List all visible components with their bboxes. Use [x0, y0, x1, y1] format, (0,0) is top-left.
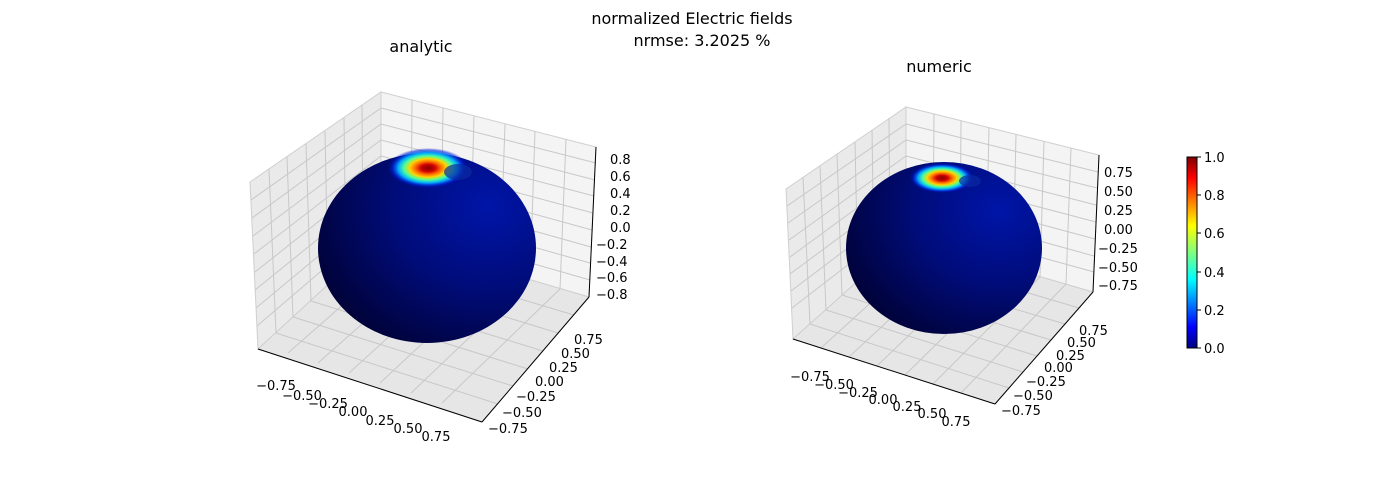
analytic-plot: analytic [249, 37, 631, 445]
colorbar-tick-label: 0.6 [1204, 227, 1225, 242]
numeric-x-ticks: −0.75 −0.50 −0.25 0.00 0.25 0.50 0.75 [790, 370, 970, 430]
analytic-z-tick: 0.6 [610, 170, 631, 185]
analytic-y-tick: 0.50 [561, 347, 590, 362]
analytic-y-tick: 0.00 [535, 375, 564, 390]
analytic-y-tick: −0.50 [502, 406, 542, 421]
analytic-z-tick: −0.4 [596, 255, 628, 270]
analytic-x-tick: −0.50 [282, 389, 322, 404]
analytic-hotspot [388, 148, 468, 188]
analytic-x-tick: 0.00 [339, 405, 368, 420]
analytic-x-tick: 0.50 [394, 422, 423, 437]
numeric-x-tick: −0.75 [790, 370, 830, 385]
analytic-z-tick: −0.8 [596, 288, 628, 303]
analytic-x-ticks: −0.75 −0.50 −0.25 0.00 0.25 0.50 0.75 [256, 379, 450, 445]
numeric-x-tick: 0.50 [918, 407, 947, 422]
colorbar: 0.0 0.2 0.4 0.6 0.8 1.0 [1186, 151, 1225, 357]
analytic-z-tick: 0.0 [610, 221, 631, 236]
colorbar-ticks [1197, 156, 1201, 349]
analytic-x-tick: −0.25 [308, 397, 348, 412]
analytic-axes [257, 146, 597, 423]
numeric-z-tick: 0.50 [1104, 185, 1133, 200]
numeric-x-tick: −0.25 [838, 386, 878, 401]
analytic-sphere [318, 148, 536, 343]
analytic-z-tick: 0.2 [610, 204, 631, 219]
analytic-y-tick: 0.75 [574, 333, 603, 348]
colorbar-tick-label: 0.8 [1204, 189, 1225, 204]
colorbar-tick-label: 1.0 [1204, 151, 1225, 166]
colorbar-gradient [1186, 156, 1198, 349]
colorbar-tick-label: 0.4 [1204, 266, 1225, 281]
analytic-y-tick: −0.75 [488, 422, 528, 437]
analytic-y-ticks: −0.75 −0.50 −0.25 0.00 0.25 0.50 0.75 [488, 333, 603, 437]
analytic-z-tick: −0.6 [596, 271, 628, 286]
analytic-x-tick: −0.75 [256, 379, 296, 394]
analytic-z-tick: 0.4 [610, 187, 631, 202]
numeric-x-tick: 0.00 [869, 393, 898, 408]
numeric-z-tick: 0.00 [1104, 223, 1133, 238]
numeric-z-tick: −0.25 [1098, 242, 1138, 257]
analytic-z-tick: −0.2 [596, 238, 628, 253]
numeric-x-tick: 0.75 [942, 415, 971, 430]
analytic-x-tick: 0.25 [366, 414, 395, 429]
numeric-z-tick: −0.50 [1098, 261, 1138, 276]
numeric-y-tick: 0.50 [1067, 336, 1096, 351]
analytic-title: analytic [389, 37, 452, 56]
numeric-z-ticks: −0.75 −0.50 −0.25 0.00 0.25 0.50 0.75 [1098, 166, 1138, 294]
numeric-x-tick: 0.25 [893, 400, 922, 415]
numeric-sphere [846, 162, 1042, 334]
numeric-axes [792, 154, 1100, 405]
analytic-z-tick: 0.8 [610, 153, 631, 168]
numeric-z-tick: −0.75 [1098, 279, 1138, 294]
numeric-z-tick: 0.25 [1104, 204, 1133, 219]
numeric-y-tick: 0.00 [1044, 361, 1073, 376]
numeric-title: numeric [906, 57, 972, 76]
numeric-x-tick: −0.50 [814, 378, 854, 393]
figure-title-line2: nrmse: 3.2025 % [634, 31, 771, 50]
analytic-y-tick: 0.25 [549, 361, 578, 376]
analytic-y-tick: −0.25 [516, 390, 556, 405]
numeric-z-tick: 0.75 [1104, 166, 1133, 181]
figure-title-line1: normalized Electric fields [591, 9, 792, 28]
numeric-plot: numeric [785, 57, 1138, 430]
numeric-y-tick: −0.75 [1001, 404, 1041, 419]
colorbar-tick-label: 0.2 [1204, 304, 1225, 319]
numeric-y-tick: 0.25 [1056, 349, 1085, 364]
analytic-x-tick: 0.75 [422, 430, 451, 445]
numeric-hotspot [910, 163, 974, 193]
numeric-y-tick: −0.50 [1013, 389, 1053, 404]
analytic-z-ticks: −0.8 −0.6 −0.4 −0.2 0.0 0.2 0.4 0.6 0.8 [596, 153, 631, 303]
numeric-y-tick: 0.75 [1079, 324, 1108, 339]
numeric-y-ticks: −0.75 −0.50 −0.25 0.00 0.25 0.50 0.75 [1001, 324, 1108, 419]
numeric-y-tick: −0.25 [1026, 375, 1066, 390]
colorbar-tick-label: 0.0 [1204, 342, 1225, 357]
